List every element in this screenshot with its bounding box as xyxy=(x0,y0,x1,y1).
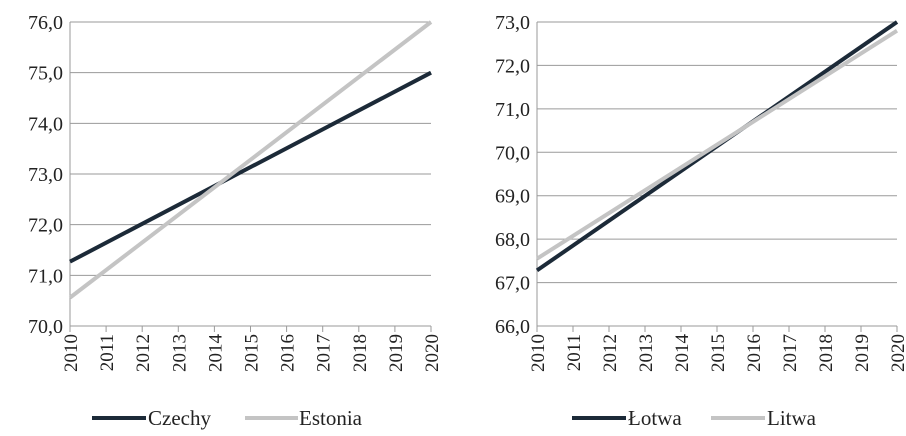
y-tick-label: 67,0 xyxy=(495,273,530,295)
x-tick-label: 2010 xyxy=(528,334,549,372)
x-tick-label: 2020 xyxy=(422,334,443,372)
y-tick-label: 73,0 xyxy=(28,164,63,186)
x-tick-label: 2014 xyxy=(672,334,693,373)
x-tick-label: 2019 xyxy=(852,334,873,372)
series-line-Estonia xyxy=(68,20,433,300)
x-tick-label: 2018 xyxy=(350,334,371,372)
x-tick-label: 2010 xyxy=(61,334,82,372)
x-tick-label: 2013 xyxy=(169,334,190,372)
y-tick-label: 72,0 xyxy=(495,55,530,77)
x-tick-label: 2018 xyxy=(816,334,837,372)
chart-left: 70,0 71,0 72,0 73,0 74,0 75,0 76,0 2010 2011 2012… xyxy=(28,12,443,430)
x-tick-label: 2017 xyxy=(780,334,801,372)
x-tick-label: 2012 xyxy=(133,334,154,372)
x-tick-label: 2020 xyxy=(888,334,906,372)
x-tick-label: 2016 xyxy=(744,334,765,372)
x-tick-label: 2015 xyxy=(242,334,263,372)
y-tick-label: 70,0 xyxy=(495,142,530,164)
y-tick-label: 73,0 xyxy=(495,12,530,34)
x-tick-label: 2012 xyxy=(600,334,621,372)
x-tick-label: 2016 xyxy=(278,334,299,372)
legend-label: Estonia xyxy=(299,406,363,430)
y-tick-label: 74,0 xyxy=(28,113,63,135)
legend-label: Łotwa xyxy=(628,406,682,430)
y-tick-label: 76,0 xyxy=(28,12,63,34)
y-tick-label: 71,0 xyxy=(28,265,63,287)
legend-label: Litwa xyxy=(767,406,817,430)
y-tick-label: 68,0 xyxy=(495,229,530,251)
y-tick-label: 69,0 xyxy=(495,186,530,208)
y-tick-label: 75,0 xyxy=(28,63,63,85)
series-line-Czechy xyxy=(69,70,432,264)
x-tick-label: 2013 xyxy=(636,334,657,372)
legend-label: Czechy xyxy=(148,406,211,430)
y-tick-label: 72,0 xyxy=(28,215,63,237)
x-tick-label: 2011 xyxy=(564,334,585,371)
x-tick-label: 2019 xyxy=(386,334,407,372)
y-tick-label: 70,0 xyxy=(28,316,63,338)
y-tick-label: 71,0 xyxy=(495,99,530,121)
x-tick-label: 2017 xyxy=(314,334,335,372)
x-tick-label: 2011 xyxy=(97,334,118,371)
y-tick-label: 66,0 xyxy=(495,316,530,338)
x-tick-label: 2015 xyxy=(708,334,729,372)
series-line-Litwa xyxy=(535,28,899,261)
x-tick-label: 2014 xyxy=(205,334,226,373)
chart-right: 66,0 67,0 68,0 69,0 70,0 71,0 72,0 73,0 2010 2011… xyxy=(495,12,906,430)
